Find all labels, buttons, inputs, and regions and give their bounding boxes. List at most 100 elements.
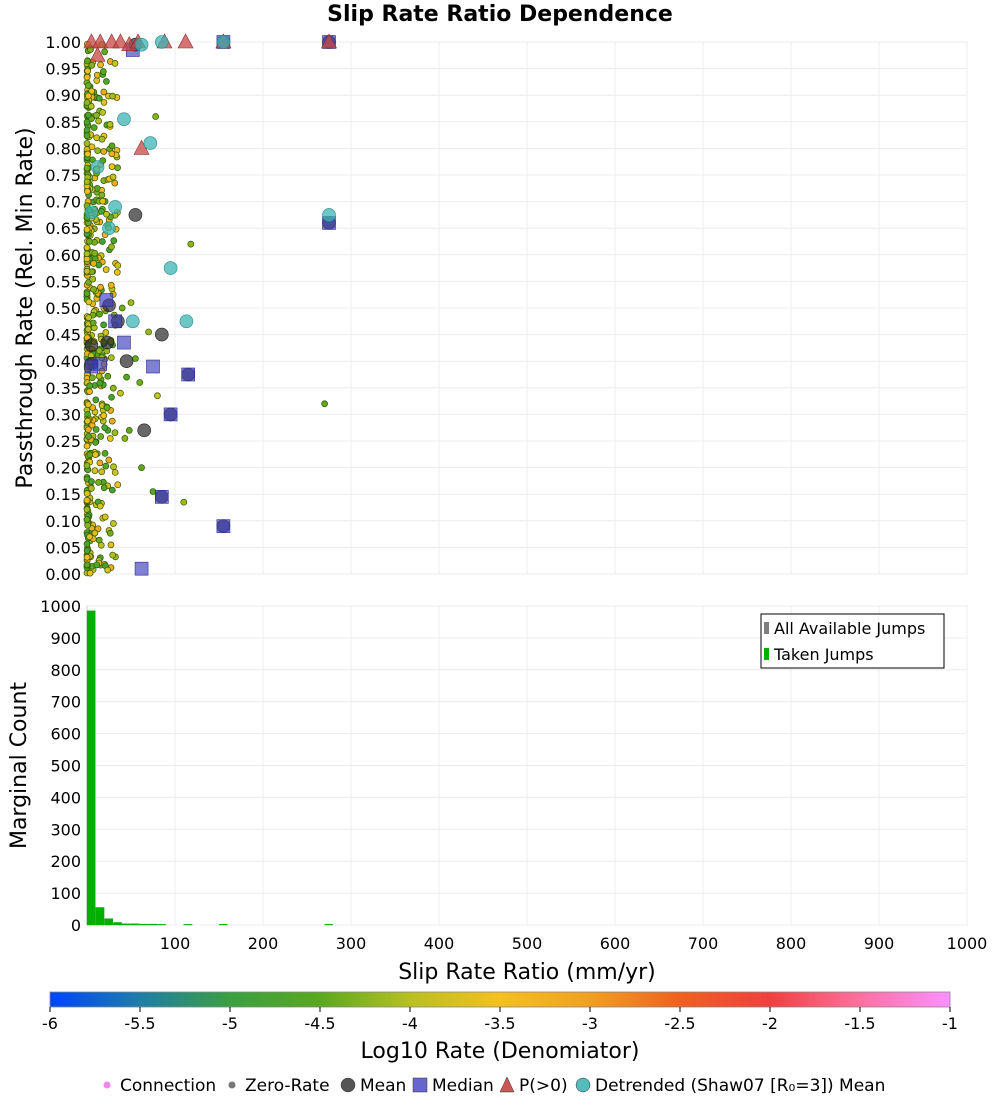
colorbar-tick-label: -4 xyxy=(402,1014,418,1033)
connection-point xyxy=(101,513,109,521)
connection-point xyxy=(88,374,96,382)
legend-item: Connection xyxy=(103,1076,216,1096)
connection-point xyxy=(86,569,94,577)
detrended-mean-marker xyxy=(322,208,336,222)
connection-point xyxy=(138,464,145,471)
median-marker xyxy=(181,367,195,382)
histogram-legend-box xyxy=(760,613,945,669)
detrended-mean-marker xyxy=(90,160,105,174)
connection-point xyxy=(83,99,91,106)
legend-label: Connection xyxy=(120,1076,216,1096)
connection-point xyxy=(106,529,114,537)
detrended-mean-marker xyxy=(216,35,231,49)
connection-point xyxy=(114,262,122,269)
connection-point xyxy=(321,400,328,408)
p-gt-0-marker xyxy=(89,46,106,62)
connection-point xyxy=(84,426,92,434)
connection-point xyxy=(97,61,104,69)
connection-point xyxy=(108,486,116,494)
legend-symbol-triangle xyxy=(499,1076,515,1093)
connection-point xyxy=(118,304,126,312)
detrended-mean-marker xyxy=(117,112,131,126)
connection-point xyxy=(108,150,116,158)
connection-point xyxy=(117,389,124,397)
connection-point xyxy=(109,551,117,559)
connection-point xyxy=(84,325,92,333)
legend-item: P(>0) xyxy=(499,1076,568,1096)
bottom-histogram-plot: 0 100 200 300 400 500 600 700 800 900 1000 100 200 30… xyxy=(7,597,987,985)
median-marker xyxy=(108,314,122,329)
colorbar-tick-label: -3.5 xyxy=(484,1014,515,1033)
connection-point xyxy=(83,73,91,81)
connection-point xyxy=(83,561,91,569)
connection-point xyxy=(100,148,108,155)
colorbar-tick-label: -1.5 xyxy=(844,1014,875,1033)
p-gt-0-marker xyxy=(92,33,109,49)
connection-point xyxy=(85,298,93,306)
x-tick-label: 800 xyxy=(776,934,807,953)
connection-point xyxy=(93,561,101,569)
median-marker xyxy=(117,335,131,350)
connection-point xyxy=(111,429,119,437)
colorbar-tick-label: -2.5 xyxy=(664,1014,695,1033)
connection-point xyxy=(83,244,91,251)
legend-label: Zero-Rate xyxy=(245,1076,330,1096)
connection-point xyxy=(83,267,91,275)
connection-point xyxy=(103,78,110,85)
taken-jumps-bar xyxy=(113,922,122,926)
mean-marker xyxy=(119,354,134,369)
detrended-mean-marker xyxy=(155,35,169,49)
top-y-tick-label: 0.30 xyxy=(45,405,81,424)
connection-point xyxy=(98,135,106,143)
connection-point xyxy=(86,451,94,459)
median-marker xyxy=(216,519,231,533)
connection-point xyxy=(100,321,107,329)
chart-title: Slip Rate Ratio Dependence xyxy=(327,2,673,27)
connection-point xyxy=(110,237,118,244)
top-y-tick-label: 0.55 xyxy=(45,272,81,291)
connection-point xyxy=(91,529,99,537)
connection-point xyxy=(96,379,104,387)
connection-point xyxy=(83,250,91,258)
legend-symbol-square xyxy=(412,1077,428,1093)
top-y-tick-label: 0.65 xyxy=(45,219,81,238)
legend-item: Mean xyxy=(340,1076,406,1096)
connection-point xyxy=(180,498,188,506)
connection-point xyxy=(98,191,106,199)
connection-point xyxy=(84,82,92,89)
connection-point xyxy=(103,210,110,218)
connection-point xyxy=(96,502,104,510)
top-y-tick-label: 0.80 xyxy=(45,139,81,158)
connection-point xyxy=(109,92,116,100)
connection-point xyxy=(97,283,104,291)
connection-point xyxy=(104,566,112,574)
connection-point xyxy=(154,392,161,400)
connection-point xyxy=(106,121,114,128)
bottom-y-tick-label: 700 xyxy=(50,693,81,712)
connection-point xyxy=(92,426,100,433)
connection-point xyxy=(84,150,92,158)
connection-point xyxy=(93,71,101,79)
connection-point xyxy=(96,310,103,318)
connection-point xyxy=(93,77,101,84)
connection-point xyxy=(113,268,121,276)
x-tick-label: 700 xyxy=(688,934,719,953)
connection-point xyxy=(123,373,130,381)
connection-point xyxy=(90,260,97,267)
connection-point xyxy=(93,111,100,119)
median-marker xyxy=(84,359,99,374)
connection-point xyxy=(83,164,91,172)
taken-jumps-bar xyxy=(86,610,96,926)
connection-point xyxy=(83,516,91,523)
connection-point xyxy=(83,553,91,561)
colorbar-label: Log10 Rate (Denomiator) xyxy=(361,1039,640,1064)
top-y-tick-label: 0.40 xyxy=(45,352,81,371)
x-tick-label: 100 xyxy=(160,934,191,953)
mean-marker xyxy=(84,338,99,353)
top-y-tick-label: 0.00 xyxy=(45,565,81,584)
connection-point xyxy=(90,285,97,293)
legend-label: P(>0) xyxy=(519,1076,568,1096)
bottom-y-tick-label: 500 xyxy=(50,757,81,776)
top-y-tick-label: 0.15 xyxy=(45,485,81,504)
colorbar-tick-label: -2 xyxy=(762,1014,778,1033)
